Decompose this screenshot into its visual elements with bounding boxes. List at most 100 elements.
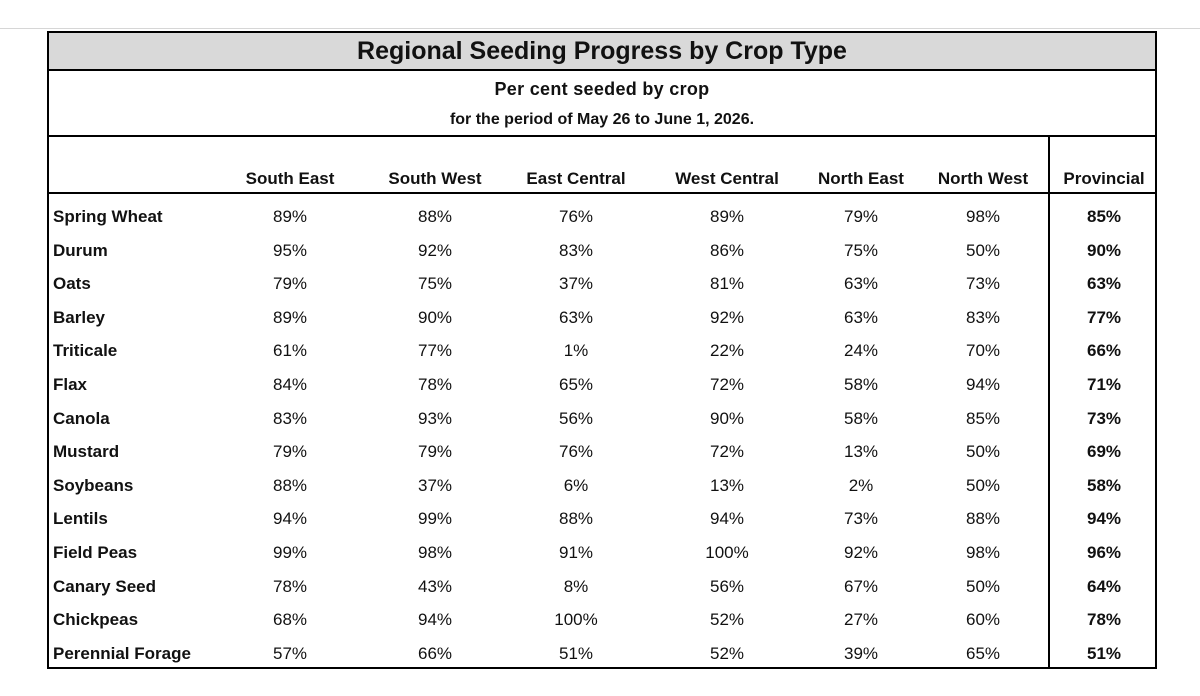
table-row: Triticale 61% 77% 1% 22% 24% 70% 66% <box>49 341 1155 375</box>
crop-name: Lentils <box>53 509 108 529</box>
table-cell: 75% <box>843 240 879 260</box>
provincial-cell: 58% <box>1086 475 1122 495</box>
table-cell: 63% <box>843 274 879 294</box>
table-cell: 37% <box>417 475 453 495</box>
table-cell: 43% <box>417 576 453 596</box>
provincial-cell: 96% <box>1086 543 1122 562</box>
table-row: Spring Wheat 89% 88% 76% 89% 79% 98% 85% <box>49 207 1155 241</box>
table-cell: 52% <box>709 610 745 630</box>
crop-name: Soybeans <box>53 475 134 495</box>
provincial-cell: 71% <box>1086 375 1122 394</box>
table-cell: 27% <box>843 610 879 630</box>
table-cell: 79% <box>417 442 453 462</box>
crop-name: Triticale <box>53 341 118 361</box>
table-cell: 66% <box>417 643 453 663</box>
crop-name: Barley <box>53 307 105 327</box>
table-row: Canola 83% 93% 56% 90% 58% 85% 73% <box>49 409 1155 443</box>
table-cell: 88% <box>417 207 453 226</box>
table-cell: 60% <box>965 610 1001 630</box>
crop-name: Chickpeas <box>53 610 139 630</box>
table-cell: 72% <box>709 375 745 394</box>
table-cell: 83% <box>965 307 1001 327</box>
subtitle-box: Per cent seeded by crop for the period o… <box>49 71 1155 137</box>
table-cell: 94% <box>709 509 745 529</box>
table-cell: 37% <box>558 274 594 294</box>
table-cell: 79% <box>843 207 879 226</box>
table-cell: 92% <box>709 307 745 327</box>
table-cell: 90% <box>417 307 453 327</box>
crop-name: Durum <box>53 240 108 260</box>
table-cell: 50% <box>965 475 1001 495</box>
column-header: East Central <box>526 169 626 188</box>
table-cell: 94% <box>272 509 308 529</box>
table-row: Field Peas 99% 98% 91% 100% 92% 98% 96% <box>49 543 1155 577</box>
crop-name: Canary Seed <box>53 576 156 596</box>
table-row: Oats 79% 75% 37% 81% 63% 73% 63% <box>49 274 1155 308</box>
table-row: Soybeans 88% 37% 6% 13% 2% 50% 58% <box>49 476 1155 510</box>
table-cell: 90% <box>709 408 745 428</box>
table-cell: 78% <box>417 375 453 394</box>
provincial-cell: 94% <box>1086 509 1122 529</box>
table-row: Flax 84% 78% 65% 72% 58% 94% 71% <box>49 375 1155 409</box>
table-cell: 8% <box>563 576 589 596</box>
table-cell: 91% <box>558 543 594 562</box>
table-cell: 63% <box>843 307 879 327</box>
crop-name: Spring Wheat <box>53 207 163 226</box>
table-cell: 56% <box>709 576 745 596</box>
table-row: Mustard 79% 79% 76% 72% 13% 50% 69% <box>49 442 1155 476</box>
table-cell: 65% <box>558 375 594 394</box>
table-cell: 2% <box>848 475 874 495</box>
table-cell: 88% <box>965 509 1001 529</box>
column-header: North West <box>937 169 1029 188</box>
table-cell: 98% <box>965 543 1001 562</box>
provincial-cell: 63% <box>1086 274 1122 294</box>
table-cell: 67% <box>843 576 879 596</box>
table-cell: 88% <box>558 509 594 529</box>
table-cell: 58% <box>843 375 879 394</box>
table-cell: 98% <box>965 207 1001 226</box>
table-cell: 58% <box>843 408 879 428</box>
table-cell: 79% <box>272 442 308 462</box>
table-cell: 86% <box>709 240 745 260</box>
table-cell: 84% <box>272 375 308 394</box>
table-cell: 50% <box>965 576 1001 596</box>
table-row: Chickpeas 68% 94% 100% 52% 27% 60% 78% <box>49 610 1155 644</box>
table-cell: 73% <box>965 274 1001 294</box>
table-cell: 100% <box>705 543 749 562</box>
provincial-cell: 64% <box>1086 576 1122 596</box>
table-cell: 94% <box>417 610 453 630</box>
provincial-cell: 51% <box>1086 643 1122 663</box>
provincial-cell: 69% <box>1086 442 1122 462</box>
table-cell: 13% <box>843 442 879 462</box>
table-cell: 99% <box>272 543 308 562</box>
report-title: Regional Seeding Progress by Crop Type <box>49 33 1155 71</box>
crop-name: Perennial Forage <box>53 643 191 663</box>
table-cell: 94% <box>965 375 1001 394</box>
table-cell: 57% <box>272 643 308 663</box>
report-subtitle: Per cent seeded by crop <box>494 79 710 99</box>
table-cell: 68% <box>272 610 308 630</box>
table-cell: 61% <box>272 341 308 361</box>
table-cell: 78% <box>272 576 308 596</box>
table-cell: 50% <box>965 240 1001 260</box>
table-cell: 81% <box>709 274 745 294</box>
table-cell: 77% <box>417 341 453 361</box>
table-cell: 65% <box>965 643 1001 663</box>
table-cell: 70% <box>965 341 1001 361</box>
table-cell: 1% <box>563 341 589 361</box>
table-row: Lentils 94% 99% 88% 94% 73% 88% 94% <box>49 509 1155 543</box>
table-cell: 75% <box>417 274 453 294</box>
crop-name: Oats <box>53 274 91 294</box>
top-edge <box>0 0 1200 29</box>
table-row: Barley 89% 90% 63% 92% 63% 83% 77% <box>49 308 1155 342</box>
table-cell: 63% <box>558 307 594 327</box>
header-rule <box>49 192 1155 194</box>
seeding-progress-report: Regional Seeding Progress by Crop Type P… <box>47 31 1157 669</box>
report-period: for the period of May 26 to June 1, 2026… <box>449 111 755 128</box>
table-cell: 24% <box>843 341 879 361</box>
column-header: West Central <box>675 169 779 188</box>
table-cell: 56% <box>558 408 594 428</box>
provincial-cell: 66% <box>1086 341 1122 361</box>
table-row: Durum 95% 92% 83% 86% 75% 50% 90% <box>49 241 1155 275</box>
crop-name: Canola <box>53 408 110 428</box>
